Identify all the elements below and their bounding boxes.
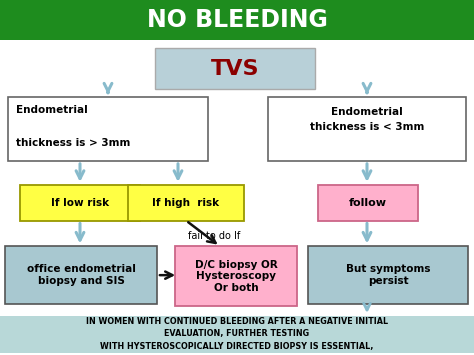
Text: Endometrial
thickness is < 3mm: Endometrial thickness is < 3mm — [310, 107, 424, 132]
Text: follow: follow — [349, 198, 387, 208]
Text: office endometrial
biopsy and SIS: office endometrial biopsy and SIS — [27, 264, 136, 286]
FancyBboxPatch shape — [20, 185, 140, 220]
FancyBboxPatch shape — [128, 185, 244, 220]
Text: But symptoms
persist: But symptoms persist — [346, 264, 430, 286]
FancyBboxPatch shape — [0, 316, 474, 353]
Text: If high  risk: If high risk — [153, 198, 219, 208]
FancyBboxPatch shape — [5, 246, 157, 304]
FancyBboxPatch shape — [8, 97, 208, 161]
FancyBboxPatch shape — [318, 185, 418, 220]
FancyBboxPatch shape — [0, 0, 474, 40]
FancyBboxPatch shape — [175, 246, 297, 306]
FancyBboxPatch shape — [155, 48, 315, 89]
Text: NO BLEEDING: NO BLEEDING — [146, 8, 328, 32]
FancyBboxPatch shape — [268, 97, 466, 161]
FancyBboxPatch shape — [308, 246, 468, 304]
Text: TVS: TVS — [211, 59, 259, 78]
Text: D/C biopsy OR
Hysteroscopy
Or both: D/C biopsy OR Hysteroscopy Or both — [195, 260, 277, 293]
Text: IN WOMEN WITH CONTINUED BLEEDING AFTER A NEGATIVE INITIAL
EVALUATION, FURTHER TE: IN WOMEN WITH CONTINUED BLEEDING AFTER A… — [86, 317, 388, 351]
Text: If low risk: If low risk — [51, 198, 109, 208]
Text: fail to do If: fail to do If — [188, 231, 240, 241]
Text: Endometrial

thickness is > 3mm: Endometrial thickness is > 3mm — [16, 105, 130, 148]
